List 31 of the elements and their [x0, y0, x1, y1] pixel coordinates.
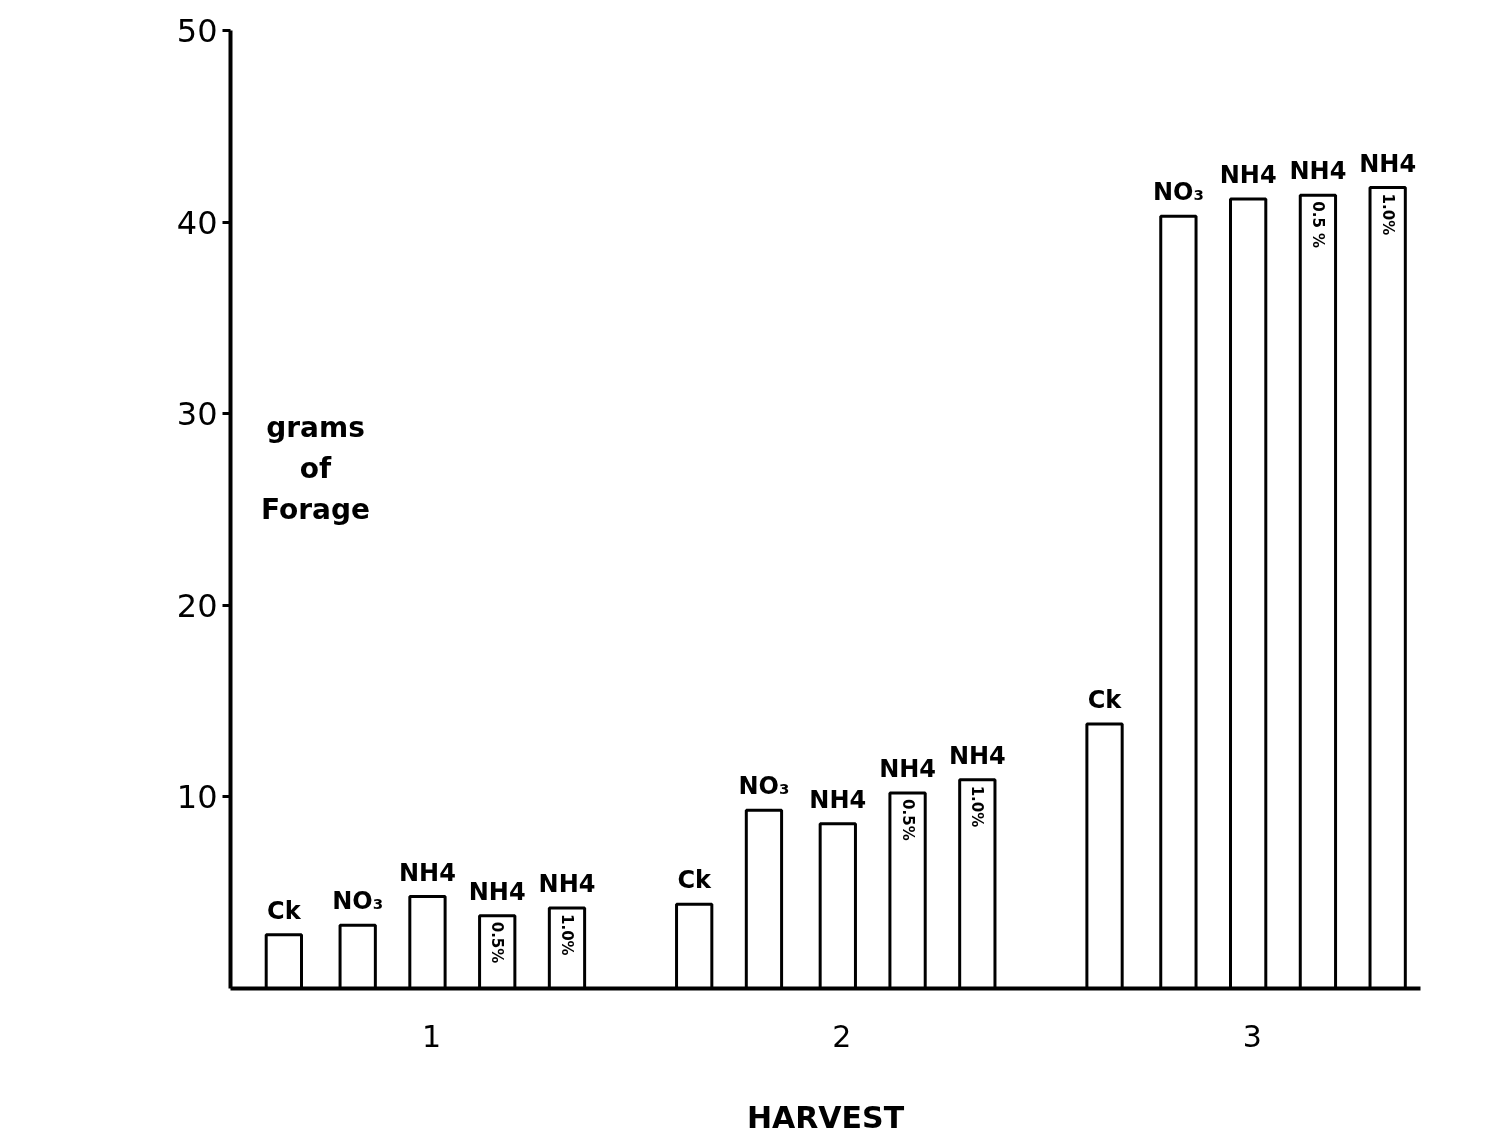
annotation: NH4	[399, 858, 456, 887]
annotation: Ck	[677, 866, 713, 895]
annotation: NH4	[538, 870, 596, 899]
annotation: NO₃	[738, 772, 790, 801]
annotation: NH4	[948, 741, 1006, 770]
annotation: 0.5%	[898, 799, 917, 841]
annotation: NO₃	[332, 887, 384, 916]
annotation: 1.0%	[968, 785, 987, 828]
x-tick-label: 1	[422, 1018, 442, 1054]
annotation: 0.5 %	[1308, 201, 1327, 249]
annotation: NH4	[1219, 161, 1277, 190]
annotation: 1.0%	[1378, 193, 1397, 236]
y-tick-label: 30	[176, 395, 218, 434]
y-axis-title: grams of Forage	[261, 410, 370, 527]
annotation: NH4	[879, 755, 937, 784]
annotation: Ck	[267, 896, 302, 925]
y-tick-label: 50	[176, 12, 218, 50]
annotation: Ck	[1087, 686, 1123, 715]
annotation: NO₃	[1152, 178, 1204, 207]
annotation: 0.5%	[488, 921, 507, 964]
annotation: NH4	[809, 785, 867, 814]
annotation: NH4	[468, 877, 526, 906]
x-tick-label: 2	[832, 1018, 852, 1054]
x-tick-label: 3	[1242, 1018, 1262, 1054]
y-tick-label: 20	[176, 586, 218, 625]
y-tick-label: 40	[176, 203, 218, 242]
annotation: 1.0%	[557, 914, 576, 956]
annotation: NH4	[1359, 149, 1417, 178]
x-axis-title: HARVEST	[746, 1099, 905, 1135]
y-tick-label: 10	[176, 778, 218, 817]
annotation: NH4	[1289, 157, 1347, 186]
